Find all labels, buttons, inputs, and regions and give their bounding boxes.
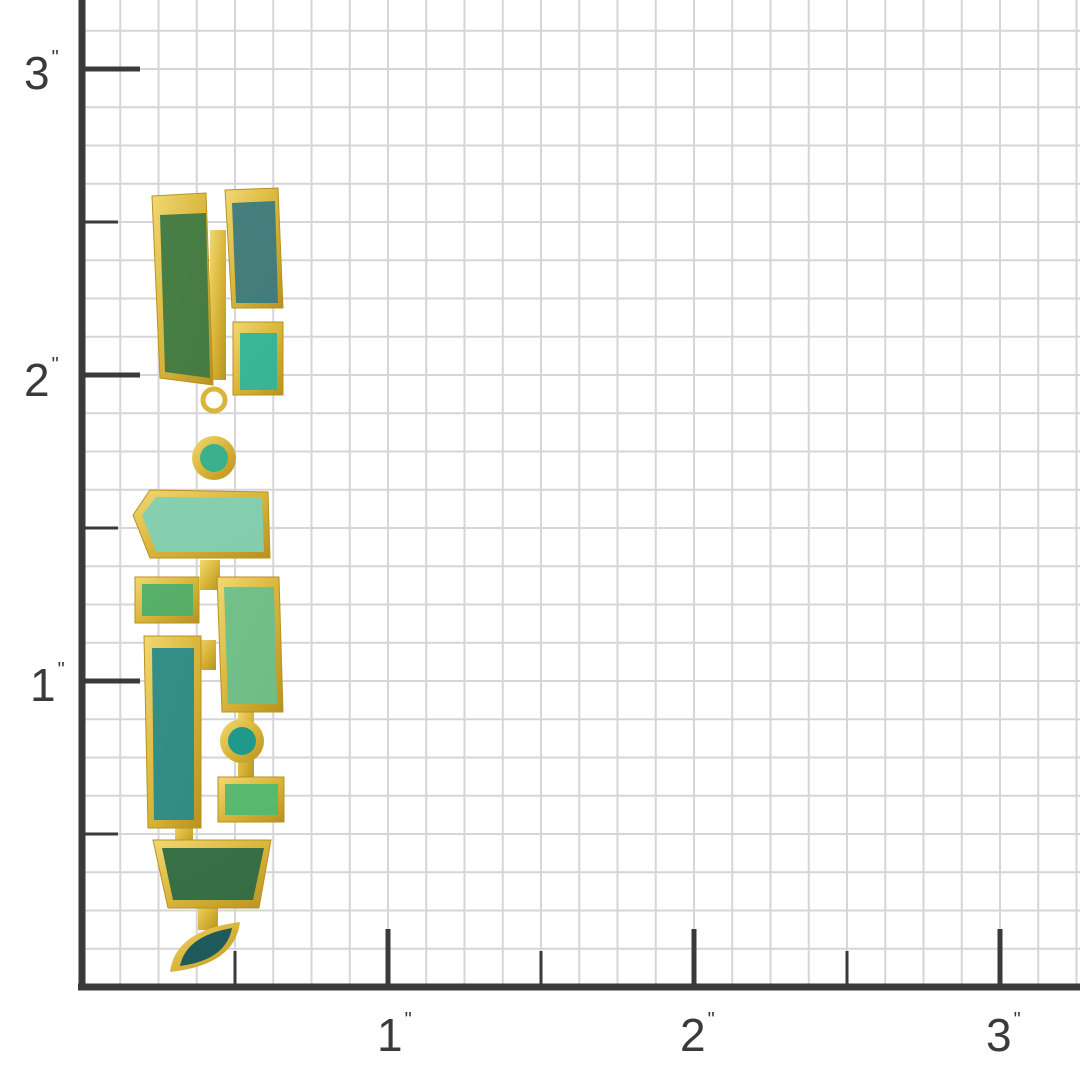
baguette-stone	[225, 784, 278, 815]
jump-ring	[200, 386, 228, 414]
y-label-2: 2 "	[24, 354, 59, 406]
tourmaline-crystal	[224, 587, 277, 704]
round-stone	[200, 444, 228, 472]
marquise-stone	[180, 928, 232, 966]
y-label-3: 3 "	[24, 47, 59, 99]
tourmaline-crystal	[162, 848, 264, 900]
y-label-1: 1 "	[30, 659, 65, 711]
round-stone	[228, 727, 256, 755]
tourmaline-crystal	[232, 201, 278, 303]
tourmaline-crystal	[152, 648, 194, 820]
gold-connector	[200, 560, 220, 590]
tourmaline-crystal	[142, 497, 264, 552]
gold-connector	[210, 230, 226, 380]
x-label-1: 1 "	[377, 1009, 412, 1061]
baguette-stone	[240, 333, 277, 390]
x-label-2: 2 "	[680, 1009, 715, 1061]
x-label-3: 3 "	[986, 1009, 1021, 1061]
tourmaline-crystal	[160, 213, 210, 378]
baguette-stone	[142, 584, 193, 616]
